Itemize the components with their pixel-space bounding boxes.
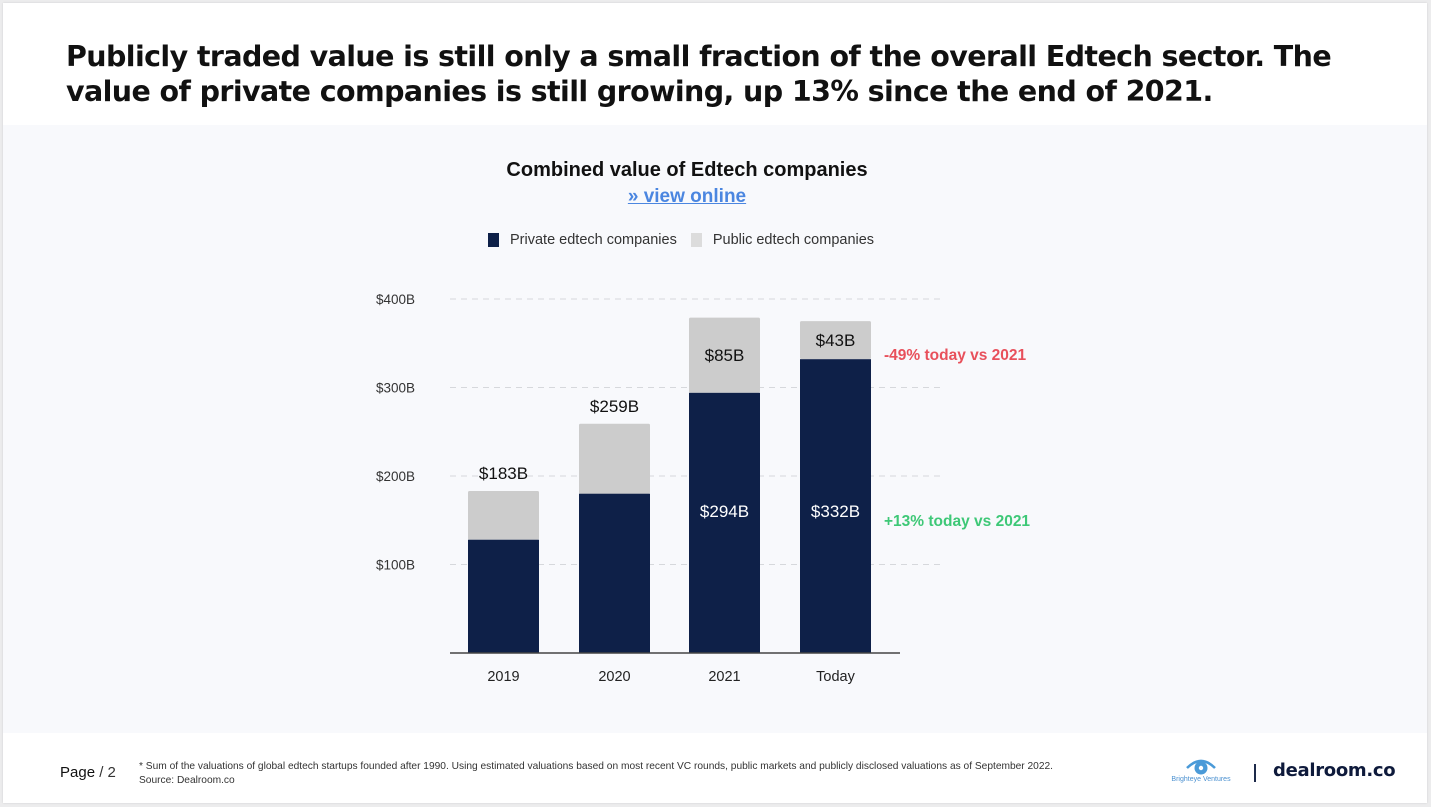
y-tick-label: $100B <box>376 558 415 573</box>
bar-public-2020 <box>579 423 650 494</box>
headline: Publicly traded value is still only a sm… <box>66 40 1332 108</box>
bar-private-2019 <box>468 539 539 653</box>
bar-public-2019 <box>468 491 539 540</box>
data-label: $85B <box>705 346 745 365</box>
bar-public-2021 <box>689 317 760 393</box>
data-label: $183B <box>479 464 528 483</box>
view-online-link[interactable]: » view online <box>627 186 747 207</box>
annotation-negative: -49% today vs 2021 <box>884 347 1027 364</box>
chart-legend: Private edtech companies Public edtech c… <box>488 232 888 248</box>
bar-private-Today <box>800 359 871 653</box>
logo-divider <box>1254 764 1256 782</box>
page-label: Page <box>60 764 96 781</box>
legend-swatch-private <box>488 233 499 247</box>
x-tick-label: 2020 <box>598 669 630 685</box>
y-tick-label: $200B <box>376 469 415 484</box>
x-tick-label: 2021 <box>708 669 740 685</box>
data-label: $332B <box>811 502 860 521</box>
y-tick-label: $400B <box>376 292 415 307</box>
chart-title: Combined value of Edtech companies <box>506 159 868 181</box>
bar-private-2020 <box>579 493 650 653</box>
data-label: $43B <box>816 331 856 350</box>
footnote-text: * Sum of the valuations of global edtech… <box>139 761 1054 772</box>
data-label: $259B <box>590 397 639 416</box>
footnote: * Sum of the valuations of global edtech… <box>139 760 1053 788</box>
bar-private-2021 <box>689 392 760 653</box>
legend-item-private: Private edtech companies <box>488 232 677 248</box>
slide: Publicly traded value is still only a sm… <box>3 3 1427 803</box>
page-indicator: Page / 2 <box>60 764 116 781</box>
annotation-positive: +13% today vs 2021 <box>884 513 1030 530</box>
bar-public-Today <box>800 321 871 360</box>
legend-label-private: Private edtech companies <box>510 232 677 248</box>
x-tick-label: Today <box>816 669 855 685</box>
page-number: / 2 <box>99 764 116 781</box>
legend-label-public: Public edtech companies <box>712 232 875 248</box>
brighteye-eye-icon <box>1186 759 1216 775</box>
x-tick-label: 2019 <box>487 669 519 685</box>
legend-item-public: Public edtech companies <box>690 232 875 248</box>
dealroom-logo: dealroom.co <box>1273 760 1396 781</box>
data-label: $294B <box>700 502 749 521</box>
brighteye-logo-text: Brighteye Ventures <box>1171 776 1231 783</box>
legend-swatch-public <box>690 233 702 247</box>
y-tick-label: $300B <box>376 381 415 396</box>
source-text: Source: Dealroom.co <box>139 775 235 786</box>
